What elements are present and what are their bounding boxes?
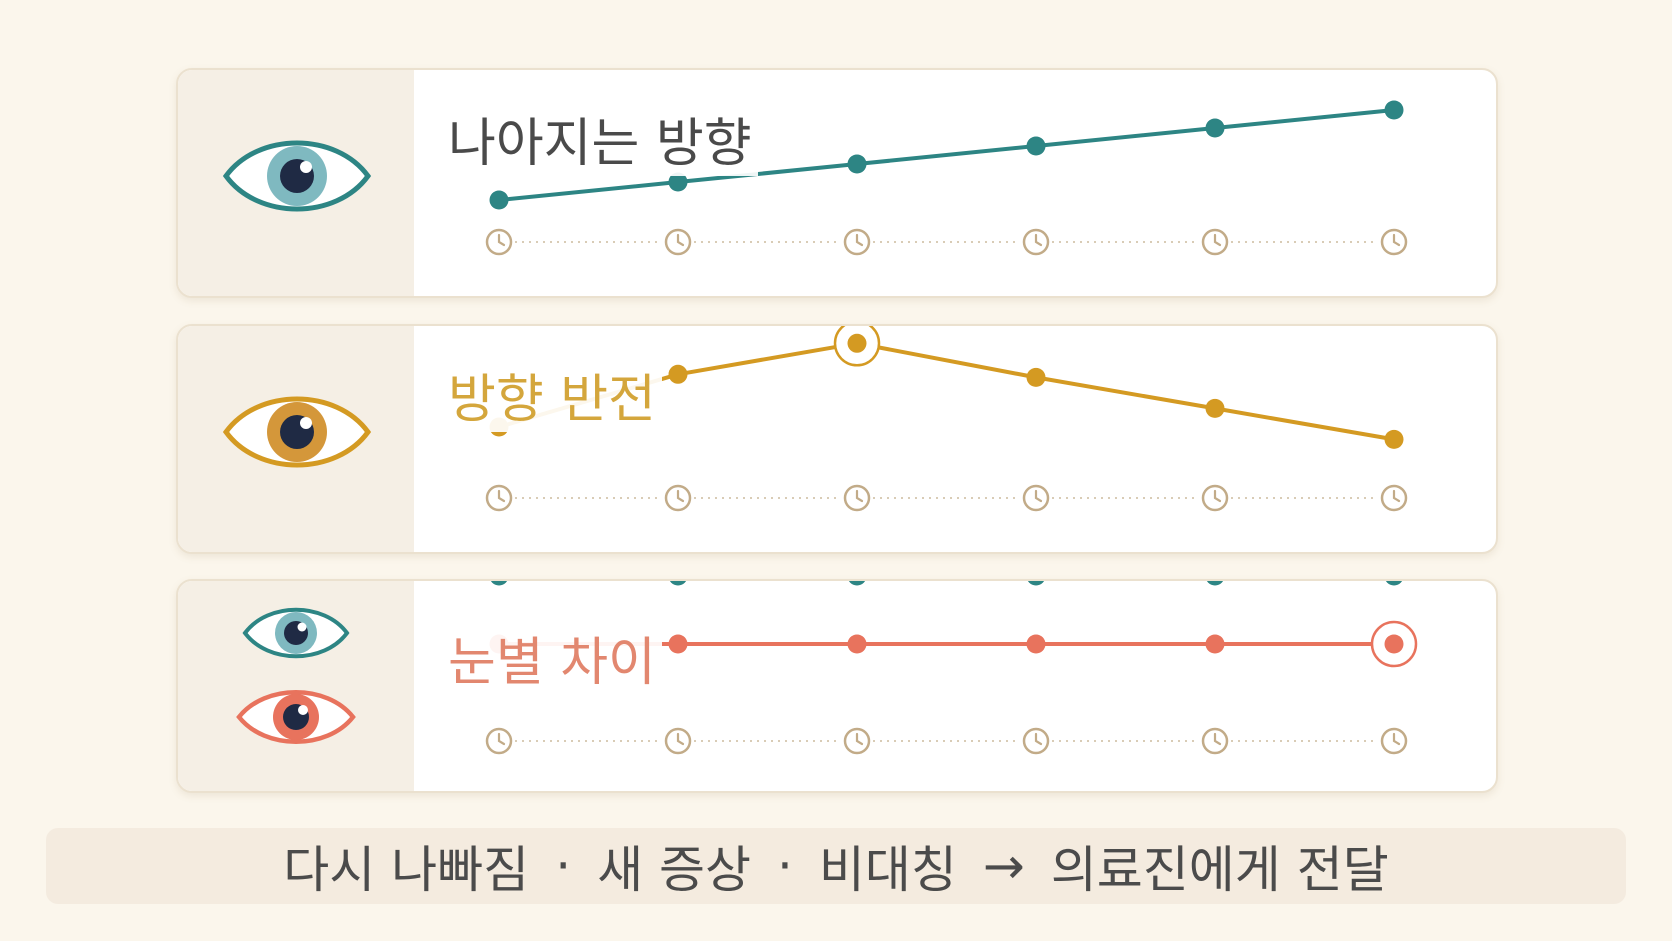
footer-separator: ·: [777, 837, 793, 895]
data-point: [669, 581, 687, 586]
clock-icon: [843, 727, 871, 755]
footer-banner: 다시 나빠짐 · 새 증상 · 비대칭 → 의료진에게 전달: [46, 828, 1626, 904]
data-point: [1384, 429, 1404, 449]
clock-icon: [1022, 727, 1050, 755]
trend-chart: [485, 326, 1408, 512]
data-point: [1384, 634, 1404, 654]
clock-icon: [1201, 727, 1229, 755]
improving-panel: 나아지는 방향: [176, 68, 1498, 298]
icon-column: [178, 326, 414, 552]
clock-icon: [843, 228, 871, 256]
footer-item-worsening: 다시 나빠짐: [283, 841, 530, 899]
footer-item-asymmetry: 비대칭: [818, 841, 957, 899]
clock-icon: [1022, 484, 1050, 512]
clock-icon: [1201, 484, 1229, 512]
data-point: [1027, 581, 1045, 586]
data-point: [1205, 398, 1225, 418]
data-point: [489, 190, 509, 210]
data-point: [1385, 581, 1403, 586]
data-point: [847, 333, 867, 353]
clock-icon: [1380, 484, 1408, 512]
data-point: [490, 581, 508, 586]
footer-arrow: →: [982, 837, 1025, 895]
data-point: [1205, 634, 1225, 654]
trend-chart: [485, 100, 1408, 256]
panel-title: 눈별 차이: [442, 633, 662, 695]
clock-icon: [485, 727, 513, 755]
amber-eye-icon: [222, 396, 372, 468]
data-point: [668, 364, 688, 384]
clock-icon: [485, 228, 513, 256]
series-line: [497, 108, 1396, 202]
footer-action: 의료진에게 전달: [1050, 841, 1389, 899]
data-point: [1384, 100, 1404, 120]
clock-icon: [664, 727, 692, 755]
data-point: [848, 581, 866, 586]
clock-icon: [1380, 727, 1408, 755]
footer-separator: ·: [555, 837, 572, 895]
data-point: [1026, 634, 1046, 654]
clock-icon: [664, 228, 692, 256]
data-point: [1026, 367, 1046, 387]
data-point: [1026, 136, 1046, 156]
trend-chart: [485, 581, 1418, 755]
data-point: [847, 634, 867, 654]
teal-eye-icon: [222, 140, 372, 212]
clock-icon: [843, 484, 871, 512]
data-point: [847, 154, 867, 174]
clock-icon: [485, 484, 513, 512]
data-point: [1205, 118, 1225, 138]
footer-item-new-symptom: 새 증상: [597, 841, 751, 899]
data-point: [668, 172, 688, 192]
panel-title: 방향 반전: [442, 370, 662, 432]
coral-eye-icon: [236, 690, 356, 744]
clock-icon: [1380, 228, 1408, 256]
reversal-panel: 방향 반전: [176, 324, 1498, 554]
data-point: [668, 634, 688, 654]
eye-difference-panel: 눈별 차이: [176, 579, 1498, 793]
teal-eye-icon: [242, 607, 350, 659]
panel-title: 나아지는 방향: [442, 114, 758, 176]
data-point: [1206, 581, 1224, 586]
clock-icon: [1201, 228, 1229, 256]
clock-icon: [1022, 228, 1050, 256]
clock-icon: [664, 484, 692, 512]
icon-column: [178, 70, 414, 296]
icon-column: [178, 581, 414, 791]
